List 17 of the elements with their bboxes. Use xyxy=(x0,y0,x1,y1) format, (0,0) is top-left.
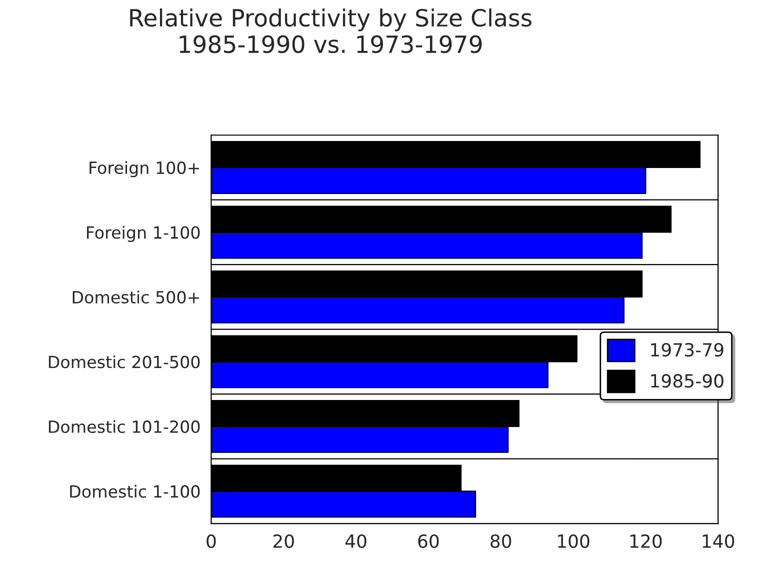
x-tick-label: 60 xyxy=(418,534,439,548)
x-tick-label: 140 xyxy=(702,534,734,548)
y-tick-label: Foreign 100+ xyxy=(90,161,200,178)
legend-label: 1973-79 xyxy=(651,342,724,357)
x-tick-label: 80 xyxy=(490,534,512,548)
x-tick-label: 120 xyxy=(630,534,662,548)
y-tick-label: Foreign 1-100 xyxy=(87,226,200,242)
y-tick-label: Domestic 101-200 xyxy=(48,420,200,434)
y-tick-label: Domestic 201-500 xyxy=(48,355,200,368)
x-tick-label: 0 xyxy=(206,534,216,548)
x-tick-label: 100 xyxy=(558,534,590,548)
legend-label: 1985-90 xyxy=(651,374,724,388)
x-tick-label: 20 xyxy=(273,534,294,548)
chart-title: Relative Productivity by Size Class 1985-1990 vs. 1973-1979 xyxy=(130,8,532,54)
y-tick-label: Domestic 1-100 xyxy=(70,484,200,498)
y-tick-label: Domestic 500+ xyxy=(72,290,200,304)
x-tick-label: 40 xyxy=(345,534,366,548)
